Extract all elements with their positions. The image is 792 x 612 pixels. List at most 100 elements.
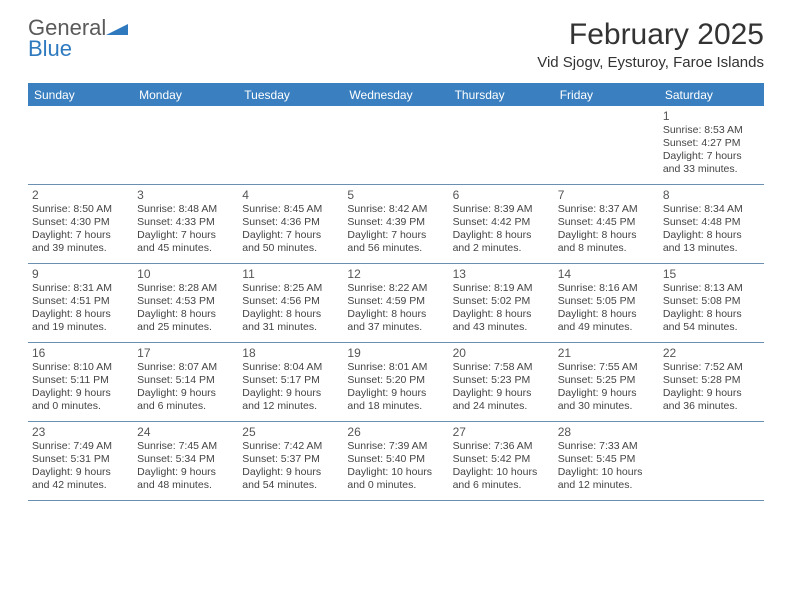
day-number: 18 xyxy=(242,346,339,360)
calendar-day-cell: 26Sunrise: 7:39 AMSunset: 5:40 PMDayligh… xyxy=(343,422,448,500)
day-info-line: Sunset: 4:39 PM xyxy=(347,216,444,229)
day-info-line: Daylight: 8 hours xyxy=(453,229,550,242)
day-info-line: Daylight: 7 hours xyxy=(242,229,339,242)
day-info-line: Sunrise: 7:33 AM xyxy=(558,440,655,453)
day-info-line: Sunset: 5:05 PM xyxy=(558,295,655,308)
day-number: 11 xyxy=(242,267,339,281)
day-info-line: Sunset: 4:33 PM xyxy=(137,216,234,229)
day-number: 27 xyxy=(453,425,550,439)
calendar-day-cell xyxy=(238,106,343,184)
calendar-day-cell: 10Sunrise: 8:28 AMSunset: 4:53 PMDayligh… xyxy=(133,264,238,342)
day-info-line: and 12 minutes. xyxy=(242,400,339,413)
day-info-line: Sunrise: 8:13 AM xyxy=(663,282,760,295)
calendar-day-cell: 1Sunrise: 8:53 AMSunset: 4:27 PMDaylight… xyxy=(659,106,764,184)
day-info-line: and 56 minutes. xyxy=(347,242,444,255)
day-info-line: Sunset: 5:42 PM xyxy=(453,453,550,466)
day-info-line: Sunrise: 8:34 AM xyxy=(663,203,760,216)
day-info-line: Daylight: 8 hours xyxy=(137,308,234,321)
day-info-line: Daylight: 9 hours xyxy=(558,387,655,400)
calendar-day-cell xyxy=(343,106,448,184)
calendar-week-row: 16Sunrise: 8:10 AMSunset: 5:11 PMDayligh… xyxy=(28,343,764,422)
day-info-line: Daylight: 9 hours xyxy=(32,466,129,479)
weekday-label: Sunday xyxy=(28,84,133,106)
day-number: 8 xyxy=(663,188,760,202)
day-info-line: and 0 minutes. xyxy=(347,479,444,492)
day-info-line: Daylight: 9 hours xyxy=(242,387,339,400)
day-number: 16 xyxy=(32,346,129,360)
weekday-label: Monday xyxy=(133,84,238,106)
day-info-line: Daylight: 8 hours xyxy=(32,308,129,321)
day-info-line: Sunrise: 8:22 AM xyxy=(347,282,444,295)
day-info-line: Sunrise: 8:28 AM xyxy=(137,282,234,295)
day-info-line: Sunrise: 8:53 AM xyxy=(663,124,760,137)
weekday-label: Wednesday xyxy=(343,84,448,106)
day-info-line: and 33 minutes. xyxy=(663,163,760,176)
day-info-line: and 2 minutes. xyxy=(453,242,550,255)
day-info-line: Daylight: 9 hours xyxy=(242,466,339,479)
day-info-line: Sunrise: 7:36 AM xyxy=(453,440,550,453)
day-info-line: Daylight: 10 hours xyxy=(558,466,655,479)
calendar-day-cell: 24Sunrise: 7:45 AMSunset: 5:34 PMDayligh… xyxy=(133,422,238,500)
day-info-line: and 13 minutes. xyxy=(663,242,760,255)
calendar-day-cell xyxy=(449,106,554,184)
day-info-line: Sunset: 5:20 PM xyxy=(347,374,444,387)
calendar-day-cell: 16Sunrise: 8:10 AMSunset: 5:11 PMDayligh… xyxy=(28,343,133,421)
calendar-week-row: 9Sunrise: 8:31 AMSunset: 4:51 PMDaylight… xyxy=(28,264,764,343)
day-number: 25 xyxy=(242,425,339,439)
day-info-line: Sunrise: 8:10 AM xyxy=(32,361,129,374)
calendar-day-cell xyxy=(133,106,238,184)
day-info-line: Sunset: 4:53 PM xyxy=(137,295,234,308)
day-info-line: Daylight: 8 hours xyxy=(558,308,655,321)
calendar-day-cell: 11Sunrise: 8:25 AMSunset: 4:56 PMDayligh… xyxy=(238,264,343,342)
day-number: 3 xyxy=(137,188,234,202)
day-number: 4 xyxy=(242,188,339,202)
day-number: 22 xyxy=(663,346,760,360)
day-info-line: Sunset: 4:48 PM xyxy=(663,216,760,229)
day-number: 20 xyxy=(453,346,550,360)
day-info-line: Sunset: 4:36 PM xyxy=(242,216,339,229)
day-info-line: Daylight: 8 hours xyxy=(663,308,760,321)
calendar-day-cell: 14Sunrise: 8:16 AMSunset: 5:05 PMDayligh… xyxy=(554,264,659,342)
day-info-line: Sunset: 5:17 PM xyxy=(242,374,339,387)
day-info-line: Sunrise: 8:50 AM xyxy=(32,203,129,216)
calendar-day-cell xyxy=(554,106,659,184)
day-number: 24 xyxy=(137,425,234,439)
day-info-line: Sunrise: 8:37 AM xyxy=(558,203,655,216)
day-info-line: and 24 minutes. xyxy=(453,400,550,413)
day-info-line: Daylight: 8 hours xyxy=(453,308,550,321)
weekday-header-row: Sunday Monday Tuesday Wednesday Thursday… xyxy=(28,84,764,106)
day-info-line: and 18 minutes. xyxy=(347,400,444,413)
calendar-day-cell xyxy=(28,106,133,184)
header: General Blue February 2025 Vid Sjogv, Ey… xyxy=(0,0,792,75)
calendar-day-cell: 15Sunrise: 8:13 AMSunset: 5:08 PMDayligh… xyxy=(659,264,764,342)
location-text: Vid Sjogv, Eysturoy, Faroe Islands xyxy=(537,54,764,71)
day-info-line: Daylight: 9 hours xyxy=(347,387,444,400)
day-info-line: Sunrise: 7:55 AM xyxy=(558,361,655,374)
calendar-day-cell: 8Sunrise: 8:34 AMSunset: 4:48 PMDaylight… xyxy=(659,185,764,263)
day-info-line: and 6 minutes. xyxy=(453,479,550,492)
calendar: Sunday Monday Tuesday Wednesday Thursday… xyxy=(28,83,764,501)
day-info-line: and 50 minutes. xyxy=(242,242,339,255)
calendar-week-row: 2Sunrise: 8:50 AMSunset: 4:30 PMDaylight… xyxy=(28,185,764,264)
day-info-line: and 0 minutes. xyxy=(32,400,129,413)
calendar-day-cell: 5Sunrise: 8:42 AMSunset: 4:39 PMDaylight… xyxy=(343,185,448,263)
day-info-line: and 6 minutes. xyxy=(137,400,234,413)
calendar-week-row: 1Sunrise: 8:53 AMSunset: 4:27 PMDaylight… xyxy=(28,106,764,185)
day-info-line: Daylight: 7 hours xyxy=(347,229,444,242)
day-info-line: Daylight: 9 hours xyxy=(137,466,234,479)
day-info-line: Daylight: 8 hours xyxy=(242,308,339,321)
day-info-line: Daylight: 9 hours xyxy=(663,387,760,400)
day-info-line: and 36 minutes. xyxy=(663,400,760,413)
day-info-line: and 39 minutes. xyxy=(32,242,129,255)
day-number: 28 xyxy=(558,425,655,439)
day-info-line: Daylight: 9 hours xyxy=(137,387,234,400)
logo-word-2: Blue xyxy=(28,36,72,61)
weekday-label: Thursday xyxy=(449,84,554,106)
day-info-line: Sunset: 5:02 PM xyxy=(453,295,550,308)
day-info-line: Sunrise: 8:42 AM xyxy=(347,203,444,216)
day-info-line: Sunrise: 7:52 AM xyxy=(663,361,760,374)
day-number: 14 xyxy=(558,267,655,281)
calendar-day-cell: 28Sunrise: 7:33 AMSunset: 5:45 PMDayligh… xyxy=(554,422,659,500)
day-info-line: and 8 minutes. xyxy=(558,242,655,255)
day-number: 26 xyxy=(347,425,444,439)
